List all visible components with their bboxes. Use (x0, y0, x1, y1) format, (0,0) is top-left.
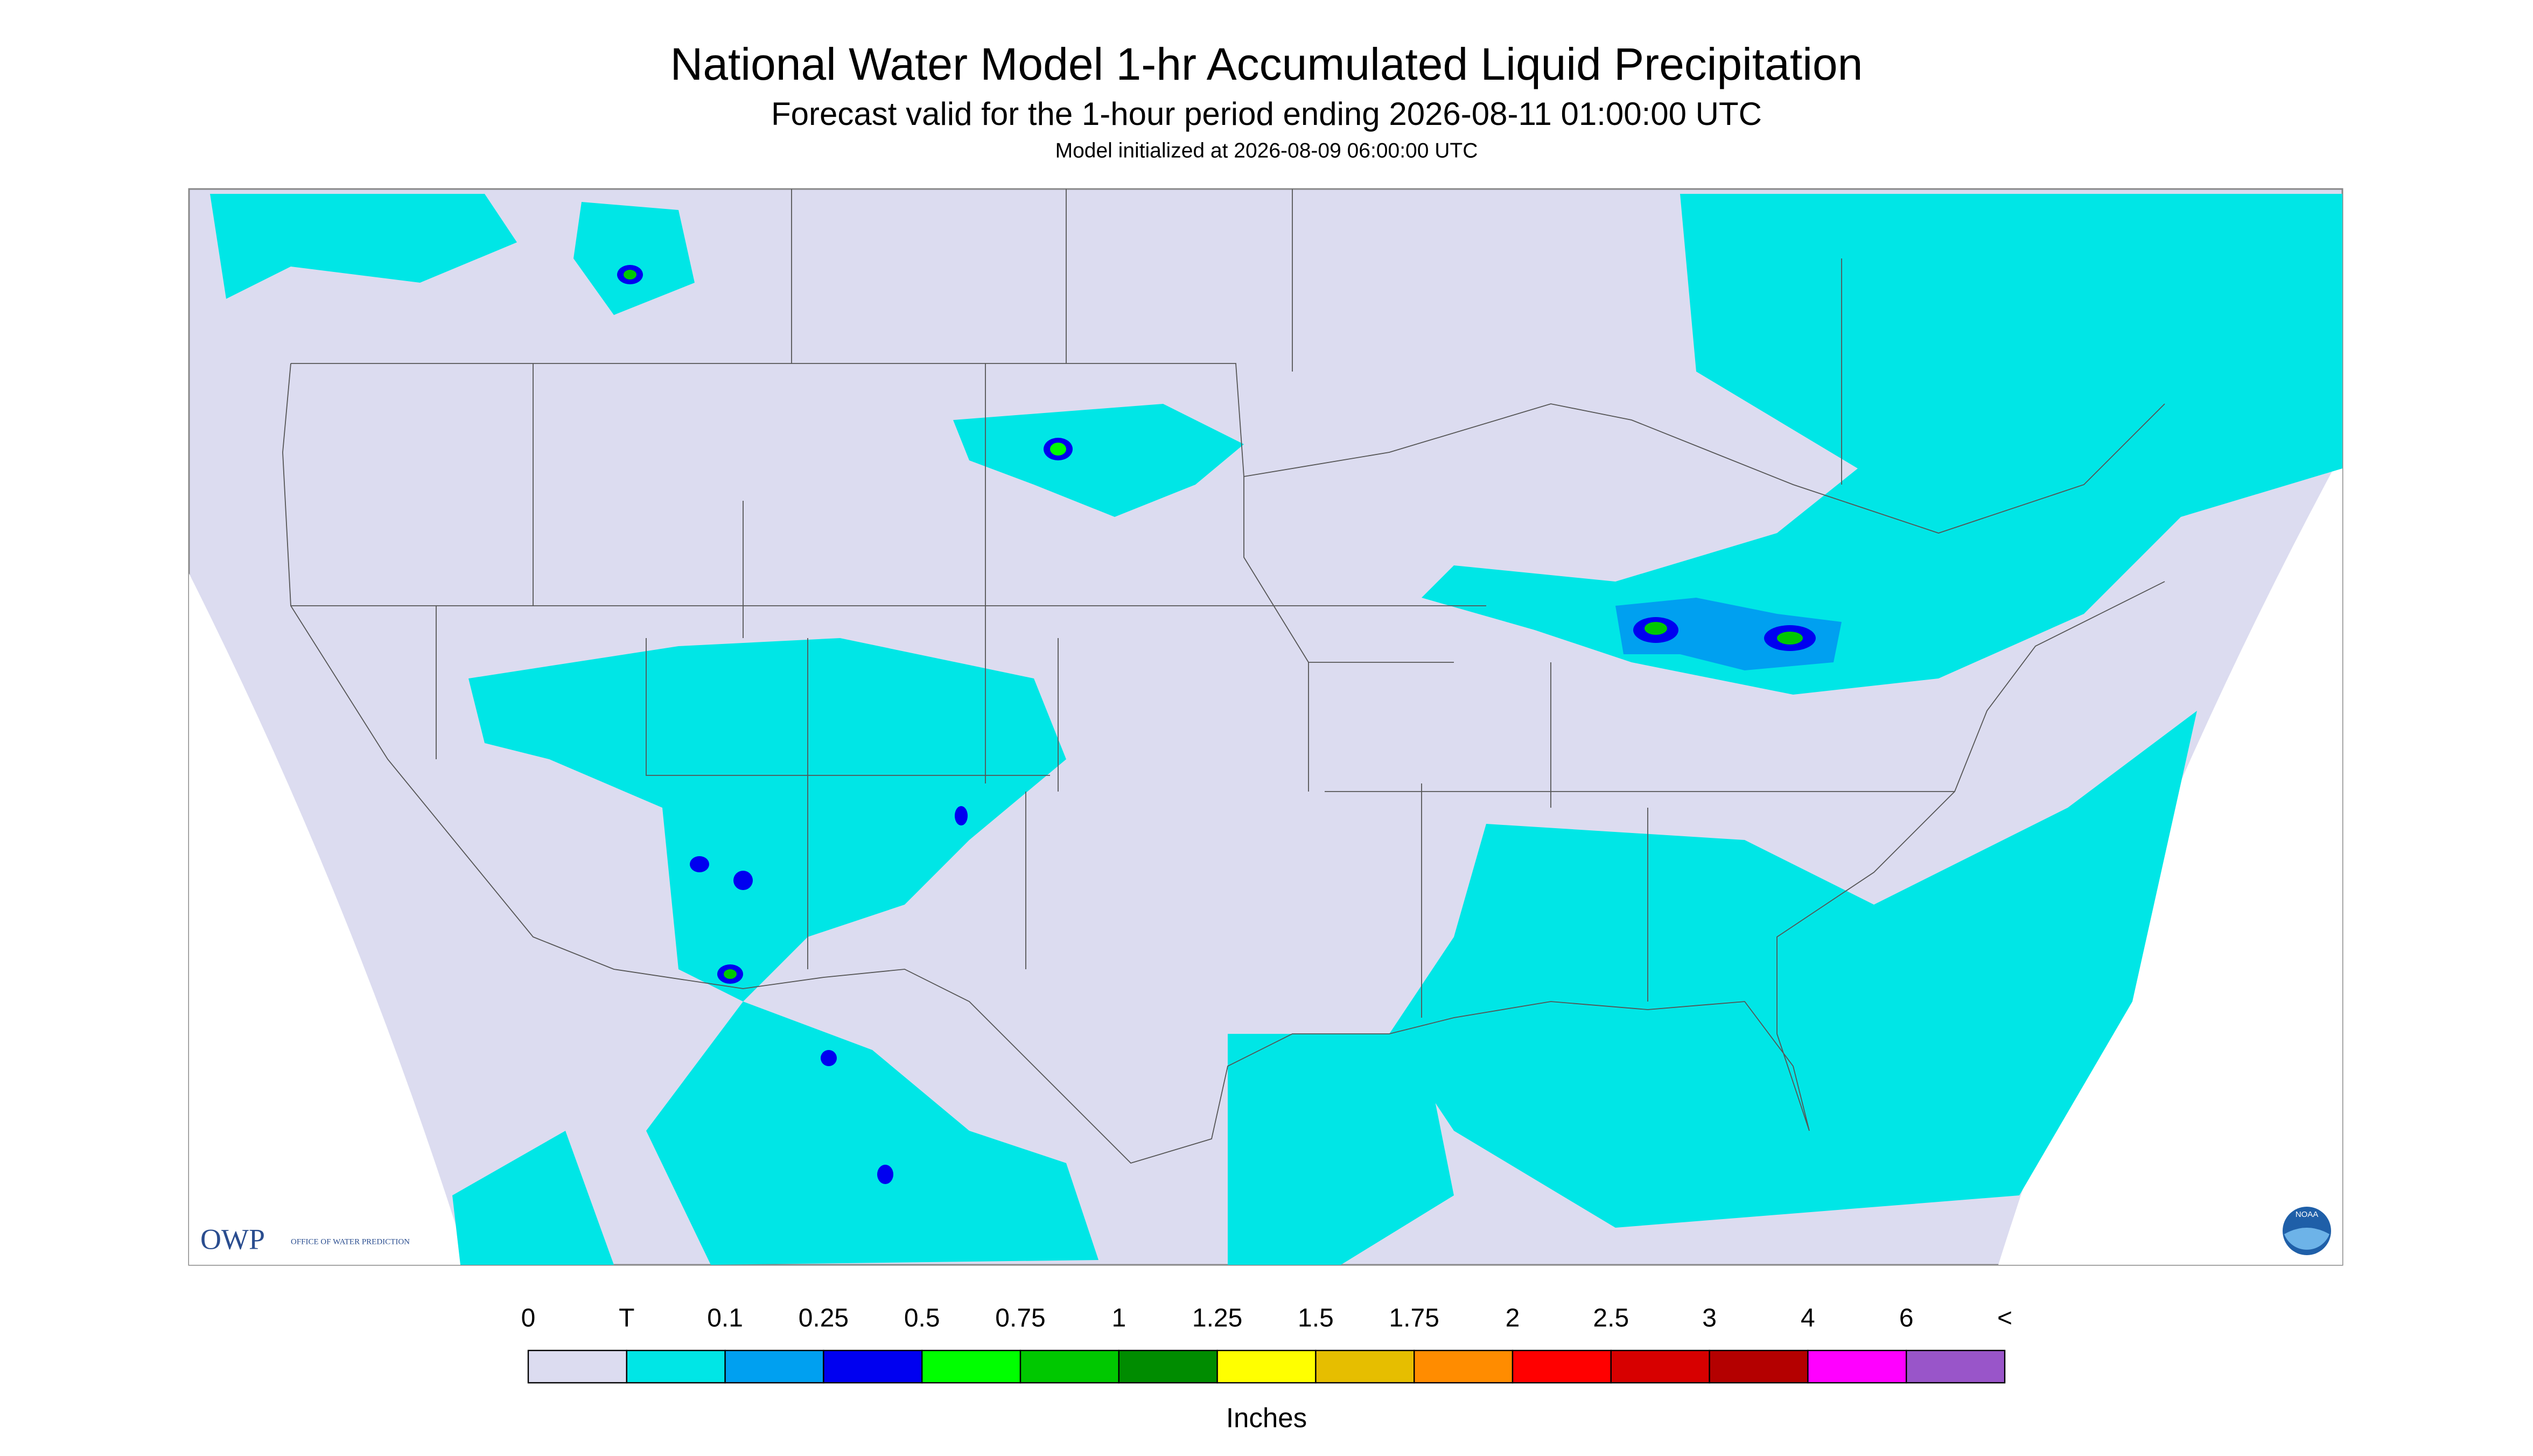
legend-label: < (1997, 1304, 2012, 1333)
legend-label: 1.75 (1389, 1304, 1439, 1333)
boundaries (282, 189, 2165, 1164)
legend-label: 0.5 (904, 1304, 940, 1333)
init-time: Model initialized at 2026-08-09 06:00:00… (1055, 139, 1478, 162)
map: OWP OFFICE OF WATER PREDICTION NOAA (188, 188, 2343, 1266)
noaa-logo: NOAA (2283, 1207, 2331, 1256)
noaa-logo-text: NOAA (2296, 1210, 2319, 1219)
legend-label: 2 (1506, 1304, 1520, 1333)
title: National Water Model 1-hr Accumulated Li… (670, 39, 1863, 89)
precip-areas (210, 194, 2342, 1265)
legend-swatch (1807, 1349, 1907, 1384)
owp-logo: OWP OFFICE OF WATER PREDICTION (200, 1223, 410, 1255)
legend-label: 0.1 (707, 1304, 743, 1333)
legend-label: 0.25 (799, 1304, 849, 1333)
legend-label: 0 (521, 1304, 536, 1333)
subtitle: Forecast valid for the 1-hour period end… (771, 96, 1762, 132)
legend-swatch (1216, 1349, 1317, 1384)
legend-label: 1.25 (1192, 1304, 1242, 1333)
legend-swatch (1610, 1349, 1710, 1384)
legend-swatch (1414, 1349, 1514, 1384)
legend-swatch (1709, 1349, 1809, 1384)
legend-swatch (527, 1349, 628, 1384)
legend-swatch (1905, 1349, 2006, 1384)
legend-swatch (1512, 1349, 1612, 1384)
legend-label: 3 (1702, 1304, 1717, 1333)
owp-logo-subtext: OFFICE OF WATER PREDICTION (291, 1237, 410, 1246)
legend-label: 0.75 (995, 1304, 1045, 1333)
domain-edge-left (189, 573, 468, 1265)
legend-swatch (823, 1349, 923, 1384)
legend-label: 2.5 (1593, 1304, 1629, 1333)
legend-swatch (1118, 1349, 1218, 1384)
legend-swatch (1315, 1349, 1415, 1384)
legend-swatch (724, 1349, 824, 1384)
legend-swatch (626, 1349, 726, 1384)
legend-swatch (921, 1349, 1021, 1384)
legend-label: 1.5 (1298, 1304, 1334, 1333)
legend-label: 1 (1111, 1304, 1126, 1333)
legend-swatch (1019, 1349, 1120, 1384)
legend-label: 6 (1899, 1304, 1914, 1333)
legend-label: 4 (1801, 1304, 1815, 1333)
legend-label: T (619, 1304, 634, 1333)
legend-unit: Inches (1226, 1402, 1307, 1433)
legend: 0 T 0.1 0.25 0.5 0.75 1 1.25 1.5 1.75 2 2.5 3 4 6 < (521, 1304, 2012, 1384)
owp-logo-text: OWP (200, 1223, 265, 1255)
